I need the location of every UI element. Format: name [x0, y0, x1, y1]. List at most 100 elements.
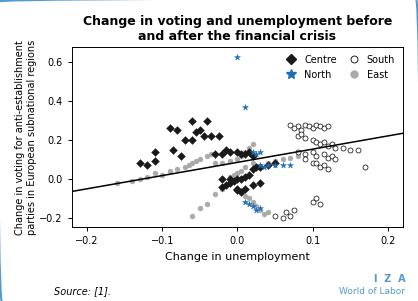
- Point: [362, 165, 369, 170]
- Point: [129, 178, 135, 183]
- Point: [193, 130, 199, 135]
- Point: [238, 169, 245, 173]
- Point: [309, 161, 316, 166]
- Point: [170, 147, 177, 152]
- Point: [309, 149, 316, 154]
- Point: [347, 147, 354, 152]
- Point: [238, 151, 245, 156]
- Point: [219, 184, 226, 189]
- Point: [298, 132, 305, 137]
- Point: [287, 213, 293, 218]
- Point: [332, 157, 339, 162]
- Point: [219, 186, 226, 191]
- Point: [238, 190, 245, 195]
- Legend: Centre, North, South, East: Centre, North, South, East: [279, 52, 398, 82]
- Point: [219, 161, 226, 166]
- Point: [181, 165, 188, 170]
- Point: [227, 175, 233, 179]
- Point: [196, 157, 203, 162]
- Point: [238, 190, 245, 195]
- Point: [151, 149, 158, 154]
- Point: [328, 141, 335, 146]
- Point: [234, 149, 241, 154]
- Point: [317, 202, 324, 206]
- Point: [264, 163, 271, 168]
- Point: [294, 153, 301, 158]
- Point: [238, 176, 245, 181]
- Point: [302, 157, 308, 162]
- Point: [200, 134, 207, 138]
- Point: [227, 149, 233, 154]
- Point: [249, 167, 256, 172]
- Point: [253, 151, 260, 156]
- Point: [242, 200, 248, 204]
- Point: [174, 167, 181, 172]
- Point: [136, 161, 143, 166]
- Point: [324, 144, 331, 148]
- Point: [313, 161, 320, 166]
- Point: [313, 140, 320, 144]
- Point: [159, 172, 166, 177]
- Point: [264, 163, 271, 168]
- Point: [245, 196, 252, 201]
- Point: [230, 178, 237, 183]
- Point: [219, 151, 226, 156]
- Point: [144, 163, 150, 168]
- Point: [212, 151, 218, 156]
- Point: [242, 165, 248, 170]
- Point: [227, 180, 233, 185]
- Point: [287, 155, 293, 160]
- Point: [245, 172, 252, 177]
- Point: [234, 171, 241, 175]
- Point: [166, 126, 173, 131]
- Point: [264, 209, 271, 214]
- Point: [321, 126, 327, 131]
- Point: [253, 203, 260, 208]
- Point: [242, 175, 248, 179]
- Point: [279, 215, 286, 220]
- Point: [324, 124, 331, 129]
- Point: [166, 169, 173, 173]
- Point: [260, 165, 267, 170]
- Point: [257, 206, 263, 210]
- Point: [294, 134, 301, 138]
- Point: [321, 140, 327, 144]
- X-axis label: Change in unemployment: Change in unemployment: [165, 252, 310, 262]
- Point: [257, 165, 263, 170]
- Point: [249, 203, 256, 208]
- Point: [136, 176, 143, 181]
- Point: [260, 211, 267, 216]
- Text: I  Z  A: I Z A: [374, 275, 405, 284]
- Point: [181, 138, 188, 142]
- Point: [253, 165, 260, 170]
- Point: [215, 134, 222, 138]
- Point: [272, 163, 278, 168]
- Point: [279, 163, 286, 168]
- Point: [189, 213, 196, 218]
- Point: [189, 138, 196, 142]
- Point: [174, 128, 181, 133]
- Point: [339, 145, 346, 150]
- Point: [234, 157, 241, 162]
- Point: [249, 149, 256, 154]
- Point: [196, 206, 203, 210]
- Point: [208, 151, 214, 156]
- Point: [151, 159, 158, 164]
- Point: [321, 163, 327, 168]
- Point: [204, 202, 211, 206]
- Point: [287, 122, 293, 127]
- Point: [313, 122, 320, 127]
- Point: [212, 161, 218, 166]
- Point: [249, 182, 256, 187]
- Point: [223, 182, 229, 187]
- Point: [257, 149, 263, 154]
- Point: [253, 207, 260, 212]
- Point: [242, 149, 248, 154]
- Point: [309, 138, 316, 142]
- Point: [151, 171, 158, 175]
- Point: [227, 159, 233, 164]
- Point: [185, 163, 192, 168]
- Point: [178, 153, 184, 158]
- Point: [227, 176, 233, 181]
- Point: [223, 147, 229, 152]
